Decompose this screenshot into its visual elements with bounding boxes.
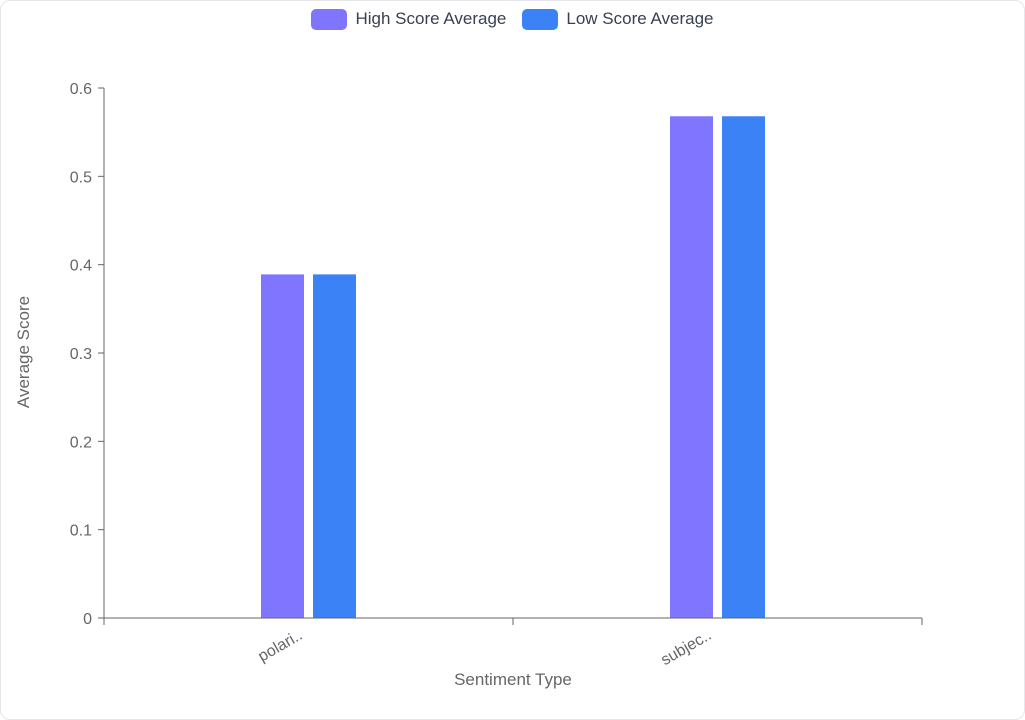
- bar-low-score-1[interactable]: [722, 116, 765, 619]
- legend-label-low-score: Low Score Average: [566, 9, 714, 28]
- legend-swatch-high-score: [311, 8, 348, 30]
- x-axis-title: Sentiment Type: [454, 670, 572, 689]
- y-axis-title: Average Score: [14, 296, 33, 408]
- y-axis-ticks: 0 0.1 0.2 0.3 0.4 0.5 0.6: [70, 81, 104, 628]
- x-tick-label: subjec..: [658, 627, 714, 669]
- bar-high-score-0[interactable]: [261, 274, 304, 618]
- bars: [261, 116, 765, 619]
- legend-label-high-score: High Score Average: [355, 9, 507, 28]
- y-tick-label: 0.1: [70, 523, 92, 540]
- y-tick-label: 0.4: [70, 258, 92, 275]
- legend-item-low-score[interactable]: Low Score Average: [522, 7, 714, 31]
- x-tick-label: polari..: [255, 627, 305, 666]
- y-tick-label: 0.6: [70, 81, 92, 98]
- legend-item-high-score[interactable]: High Score Average: [311, 7, 506, 31]
- chart-legend: High Score Average Low Score Average: [0, 7, 1025, 31]
- bar-high-score-1[interactable]: [670, 116, 713, 619]
- y-tick-label: 0.2: [70, 434, 92, 451]
- y-tick-label: 0: [83, 611, 92, 628]
- x-axis-ticks: polari.. subjec..: [103, 618, 923, 669]
- y-tick-label: 0.3: [70, 346, 92, 363]
- bar-low-score-0[interactable]: [313, 274, 356, 618]
- y-tick-label: 0.5: [70, 169, 92, 186]
- legend-swatch-low-score: [522, 8, 559, 30]
